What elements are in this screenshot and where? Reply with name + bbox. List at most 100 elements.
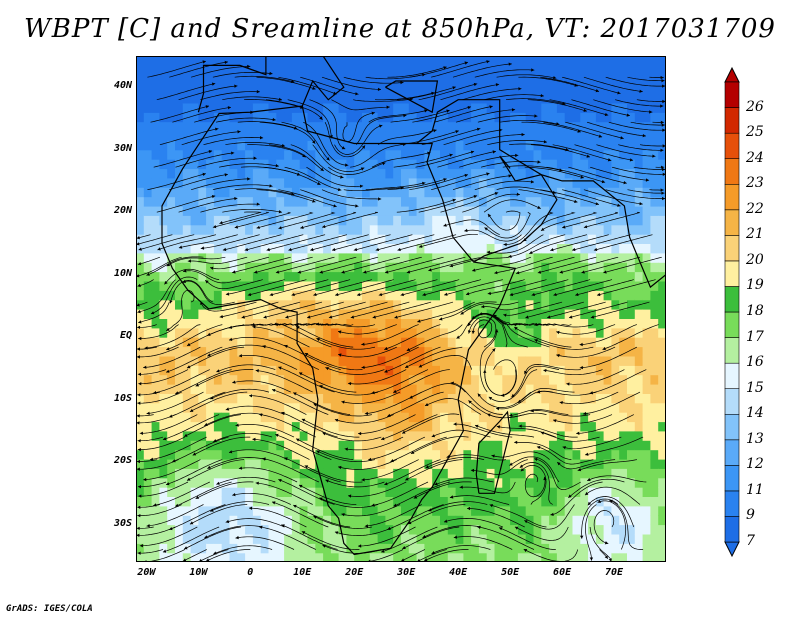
wbpt-cell — [369, 477, 379, 488]
streamline-arrowhead — [256, 202, 260, 206]
streamline — [344, 436, 404, 451]
wbpt-cell — [455, 412, 464, 423]
wbpt-cell — [580, 402, 589, 413]
streamline-arrowhead — [531, 68, 535, 72]
wbpt-cell — [627, 65, 636, 76]
wbpt-cell — [307, 271, 316, 282]
wbpt-cell — [268, 187, 277, 198]
wbpt-cell — [408, 224, 418, 235]
wbpt-cell — [190, 234, 199, 244]
wbpt-cell — [237, 299, 246, 310]
streamline-arrowhead — [136, 303, 140, 307]
streamline-arrowhead — [514, 327, 518, 331]
streamline — [587, 496, 635, 528]
wbpt-cell — [284, 93, 293, 104]
wbpt-cell — [510, 234, 519, 244]
wbpt-cell — [393, 543, 402, 554]
wbpt-cell — [580, 496, 589, 507]
streamline-arrowhead — [247, 64, 251, 69]
wbpt-cell — [541, 524, 550, 535]
wbpt-cell — [276, 234, 285, 244]
wbpt-cell — [533, 533, 542, 544]
streamline — [627, 189, 665, 194]
wbpt-cell — [611, 177, 620, 188]
wbpt-cell — [307, 402, 316, 413]
wbpt-cell — [136, 496, 145, 507]
wbpt-cell — [408, 430, 418, 441]
wbpt-cell — [354, 337, 363, 348]
wbpt-cell — [463, 309, 472, 319]
wbpt-cell — [611, 533, 620, 544]
wbpt-cell — [393, 421, 402, 432]
wbpt-cell — [330, 524, 340, 535]
wbpt-cell — [369, 262, 379, 273]
wbpt-cell — [478, 280, 488, 291]
wbpt-cell — [182, 271, 192, 282]
wbpt-cell — [143, 149, 153, 160]
wbpt-cell — [401, 196, 410, 207]
wbpt-cell — [143, 458, 153, 469]
wbpt-cell — [393, 402, 402, 413]
wbpt-cell — [619, 421, 628, 432]
wbpt-cell — [237, 337, 246, 348]
wbpt-cell — [338, 205, 347, 216]
streamline — [298, 484, 357, 505]
streamline-arrowhead — [150, 311, 155, 315]
wbpt-cell — [393, 468, 402, 479]
wbpt-cell — [463, 412, 472, 423]
wbpt-cell — [260, 177, 270, 188]
wbpt-cell — [650, 318, 659, 329]
wbpt-cell — [455, 290, 464, 301]
wbpt-cell — [330, 365, 340, 376]
wbpt-cell — [346, 309, 355, 319]
wbpt-cell — [167, 112, 176, 123]
streamline — [401, 413, 460, 434]
wbpt-cell — [580, 271, 589, 282]
wbpt-cell — [595, 402, 605, 413]
wbpt-cell — [362, 65, 371, 76]
streamline-arrowhead — [434, 482, 438, 486]
wbpt-cell — [603, 121, 612, 132]
wbpt-cell — [611, 271, 620, 282]
wbpt-cell — [143, 56, 153, 66]
lon-tick-label: 60E — [553, 567, 572, 578]
wbpt-cell — [541, 234, 550, 244]
wbpt-cell — [471, 93, 480, 104]
streamline — [169, 280, 214, 304]
wbpt-cell — [494, 318, 503, 329]
wbpt-cell — [385, 496, 394, 507]
streamline — [487, 279, 547, 295]
streamline — [212, 184, 273, 191]
wbpt-cell — [354, 468, 363, 479]
streamline — [271, 389, 329, 415]
wbpt-cell — [611, 458, 620, 469]
wbpt-cell — [229, 112, 238, 123]
wbpt-cell — [369, 187, 379, 198]
wbpt-cell — [260, 477, 270, 488]
wbpt-cell — [533, 177, 542, 188]
streamline-arrowhead — [508, 62, 512, 66]
streamline-arrowhead — [566, 382, 570, 386]
wbpt-cell — [393, 187, 402, 198]
wbpt-cell — [510, 224, 519, 235]
wbpt-cell — [268, 280, 277, 291]
wbpt-cell — [284, 131, 293, 141]
streamline-arrowhead — [325, 367, 329, 371]
wbpt-cell — [486, 412, 496, 423]
wbpt-cell — [549, 262, 558, 273]
wbpt-cell — [151, 533, 160, 544]
wbpt-cell — [603, 102, 612, 113]
wbpt-cell — [307, 487, 316, 497]
wbpt-cell — [486, 449, 496, 460]
streamline — [186, 459, 245, 481]
streamline-arrowhead — [661, 191, 665, 195]
wbpt-cell — [416, 102, 425, 113]
wbpt-cell — [432, 458, 441, 469]
streamline-arrowhead — [202, 60, 206, 64]
wbpt-cell — [206, 309, 215, 319]
streamline-arrowhead — [278, 479, 282, 483]
streamline-arrowhead — [662, 84, 666, 88]
wbpt-cell — [190, 552, 199, 562]
wbpt-cell — [603, 74, 612, 85]
wbpt-cell — [588, 515, 597, 526]
